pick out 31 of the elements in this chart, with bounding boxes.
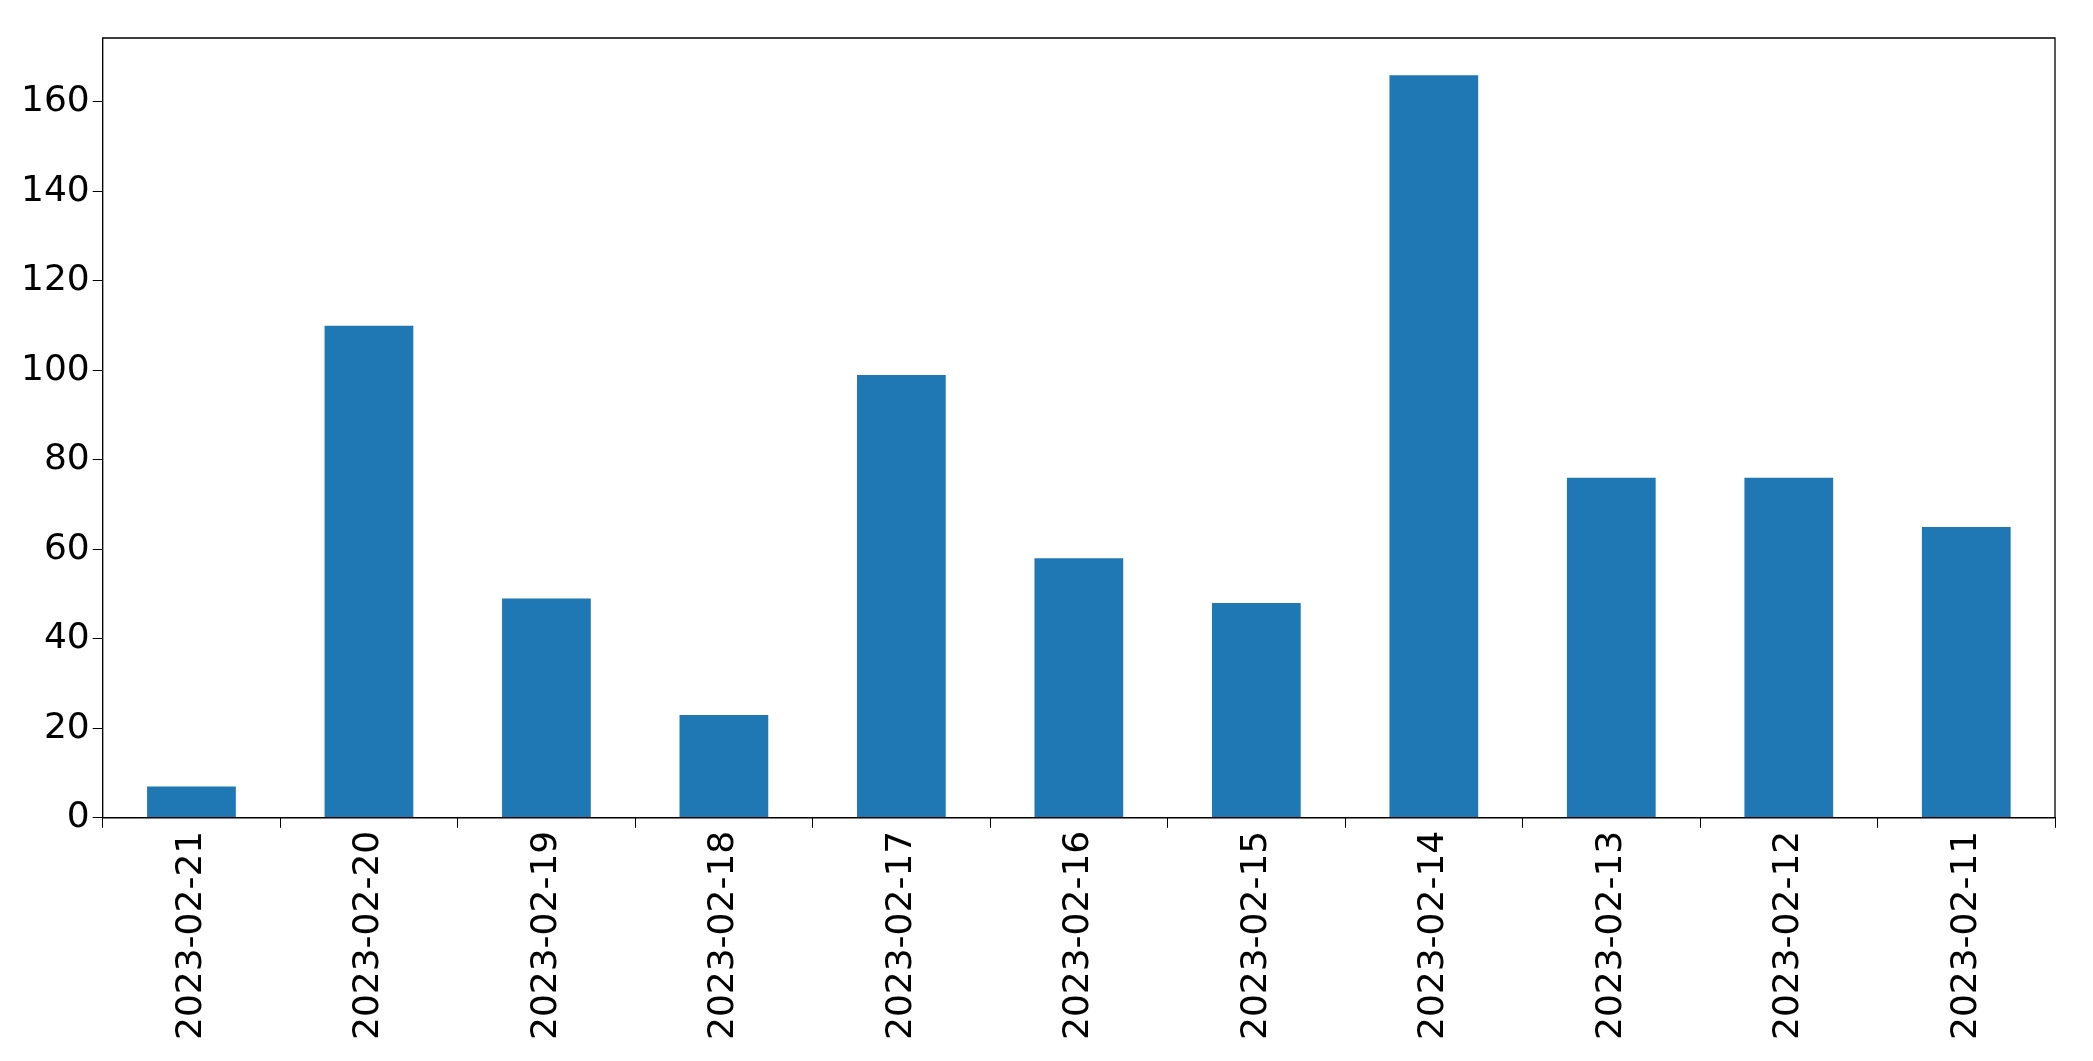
bar bbox=[1566, 477, 1656, 818]
x-tick-label: 2023-02-13 bbox=[1587, 830, 1629, 1040]
x-tick-label: 2023-02-15 bbox=[1232, 830, 1274, 1040]
y-tick-label: 20 bbox=[43, 704, 90, 746]
y-tick-label: 40 bbox=[43, 615, 90, 657]
y-tick-label: 100 bbox=[20, 346, 90, 388]
bar bbox=[502, 598, 591, 818]
x-tick-label: 2023-02-16 bbox=[1055, 830, 1097, 1040]
y-tick-label: 120 bbox=[20, 257, 90, 299]
bar bbox=[1921, 526, 2011, 818]
bar bbox=[147, 786, 236, 818]
x-tick-label: 2023-02-11 bbox=[1942, 830, 1984, 1040]
bar bbox=[1034, 558, 1124, 818]
bar bbox=[324, 325, 414, 818]
y-tick-label: 0 bbox=[66, 794, 90, 836]
x-tick-label: 2023-02-19 bbox=[522, 830, 564, 1040]
y-tick-label: 60 bbox=[43, 525, 90, 567]
bar bbox=[1211, 603, 1301, 818]
x-tick-label: 2023-02-18 bbox=[700, 830, 742, 1040]
y-tick-label: 160 bbox=[20, 78, 90, 120]
x-tick-label: 2023-02-21 bbox=[167, 830, 209, 1040]
x-tick-label: 2023-02-12 bbox=[1765, 830, 1807, 1040]
bar bbox=[1744, 477, 1834, 818]
x-tick-label: 2023-02-20 bbox=[345, 830, 387, 1040]
bar bbox=[1389, 75, 1479, 818]
x-tick-label: 2023-02-17 bbox=[877, 830, 919, 1040]
bar bbox=[857, 374, 946, 818]
y-tick-label: 140 bbox=[20, 167, 90, 209]
bar bbox=[679, 714, 769, 818]
x-tick-label: 2023-02-14 bbox=[1410, 830, 1452, 1040]
y-tick-label: 80 bbox=[43, 436, 90, 478]
